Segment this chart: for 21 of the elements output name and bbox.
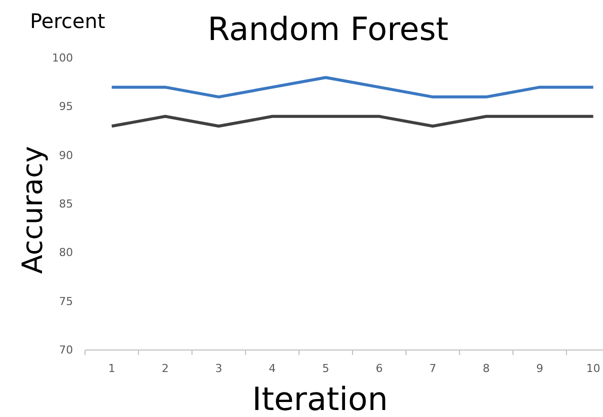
x-tick-label: 5 [322,362,330,375]
x-tick-label: 4 [268,362,276,375]
y-tick-label: 95 [59,100,73,114]
y-tick-label: 75 [59,294,73,308]
x-tick-label: 10 [586,362,600,375]
y-tick-label: 85 [59,198,73,211]
y-tick-label: 90 [59,148,73,162]
x-tick-label: 8 [482,362,490,375]
x-tick-label: 9 [536,362,544,375]
text: Percent [30,9,106,33]
y-tick-label: 80 [59,246,73,260]
x-tick-label: 2 [162,362,169,375]
x-tick-label: 3 [215,362,222,375]
x-tick-label: 1 [108,362,116,375]
x-tick-label: 6 [376,362,383,375]
chart-title: Random Forest [208,10,448,48]
y-axis-title: Accuracy [16,146,49,274]
y-tick-label: 70 [59,344,73,357]
x-tick-label: 7 [429,362,436,375]
x-axis-title: Iteration [252,380,388,417]
y-tick-label: 100 [52,52,73,65]
